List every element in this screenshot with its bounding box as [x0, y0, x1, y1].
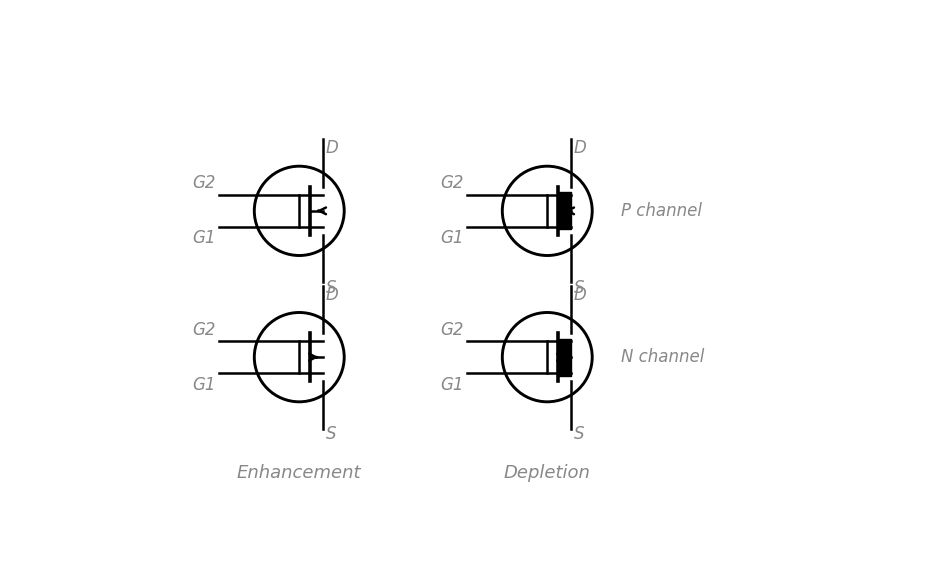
- Text: S: S: [326, 425, 336, 443]
- Text: N channel: N channel: [621, 348, 704, 366]
- Text: S: S: [573, 279, 584, 296]
- Text: G1: G1: [440, 376, 463, 394]
- Text: G2: G2: [440, 174, 463, 192]
- Text: G1: G1: [440, 229, 463, 247]
- Text: D: D: [326, 139, 338, 157]
- Text: Enhancement: Enhancement: [237, 463, 361, 482]
- Text: P channel: P channel: [621, 202, 701, 220]
- Text: D: D: [326, 286, 338, 304]
- Text: D: D: [573, 286, 586, 304]
- Text: S: S: [573, 425, 584, 443]
- Text: Depletion: Depletion: [504, 463, 590, 482]
- Text: G2: G2: [192, 174, 215, 192]
- Text: G2: G2: [192, 321, 215, 339]
- Text: S: S: [326, 279, 336, 296]
- Text: G2: G2: [440, 321, 463, 339]
- Text: G1: G1: [192, 229, 215, 247]
- Text: G1: G1: [192, 376, 215, 394]
- Text: D: D: [573, 139, 586, 157]
